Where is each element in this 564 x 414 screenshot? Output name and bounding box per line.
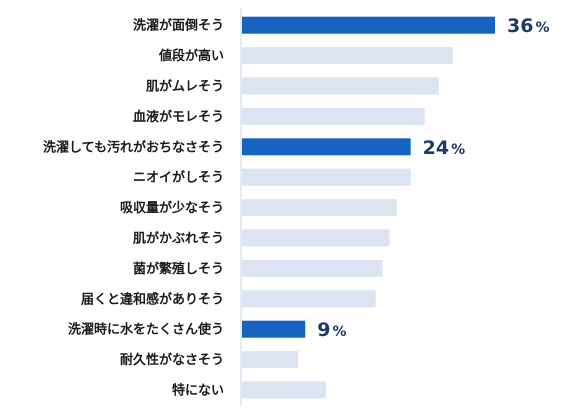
- data-label-value: 36: [507, 15, 533, 37]
- category-label: 洗濯が面倒そう: [133, 18, 224, 34]
- data-label-value: 9: [317, 319, 330, 341]
- data-labels: 36 %24 %9%: [317, 15, 549, 341]
- bars: [242, 16, 495, 399]
- category-label: 値段が高い: [158, 48, 224, 64]
- data-label-unit: %: [535, 20, 549, 36]
- category-label: 特にない: [172, 383, 224, 399]
- bar: [242, 381, 327, 399]
- bar: [242, 320, 306, 338]
- bar: [242, 16, 495, 34]
- category-label: 耐久性がなさそう: [120, 352, 224, 368]
- category-label: 洗濯しても汚れがおちなさそう: [43, 139, 224, 155]
- category-label: 届くと違和感がありそう: [81, 291, 224, 307]
- bar: [242, 47, 453, 65]
- bar: [242, 351, 299, 369]
- bar: [242, 107, 425, 125]
- category-label: 吸収量が少なそう: [120, 200, 224, 216]
- data-label: 24%: [423, 137, 465, 159]
- bar: [242, 259, 383, 277]
- bar: [242, 199, 397, 217]
- category-label: 肌がムレそう: [146, 79, 224, 95]
- category-label: 血液がモレそう: [133, 109, 224, 125]
- bar: [242, 138, 411, 156]
- data-label: 9%: [317, 319, 346, 341]
- category-label: 菌が繁殖しそう: [133, 261, 224, 277]
- bar: [242, 77, 439, 95]
- category-labels: 洗濯が面倒そう値段が高い肌がムレそう血液がモレそう洗濯しても汚れがおちなさそうニ…: [43, 18, 224, 399]
- data-label-value: 24: [423, 137, 449, 159]
- data-label-unit: %: [332, 324, 346, 340]
- bar: [242, 290, 376, 308]
- category-label: ニオイがしそう: [133, 170, 224, 186]
- data-label-unit: %: [451, 142, 465, 158]
- category-label: 洗濯時に水をたくさん使う: [68, 322, 224, 338]
- data-label: 36%: [507, 15, 549, 37]
- category-label: 肌がかぶれそう: [133, 231, 224, 247]
- bar: [242, 229, 390, 247]
- bar: [242, 168, 411, 186]
